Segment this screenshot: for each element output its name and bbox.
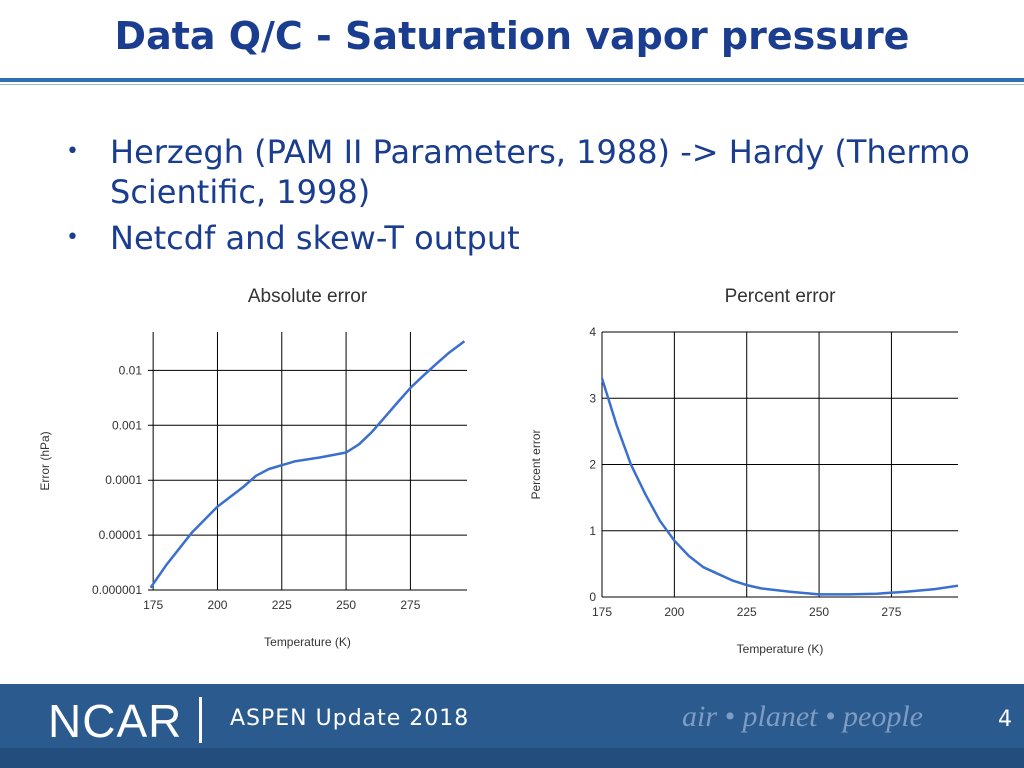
x-tick-label: 200 [207,598,227,612]
x-tick-label: 175 [143,598,163,612]
bullet-item: • Herzegh (PAM II Parameters, 1988) -> Ha… [66,132,1024,212]
y-tick-label: 0.01 [119,363,143,377]
chart-title: Percent error [725,286,837,307]
y-tick-label: 0.0001 [105,473,142,487]
x-tick-label: 225 [737,605,757,619]
absolute-error-chart: Absolute error 175 200 225 250 275 0.000001 0.0… [38,286,467,649]
x-tick-label: 175 [592,605,612,619]
x-axis-label: Temperature (K) [264,635,351,649]
y-tick-label: 2 [589,458,596,472]
bullet-item: • Netcdf and skew-T output [66,218,1024,258]
bullet-text: Netcdf and skew-T output [110,219,520,257]
bullet-text: Herzegh (PAM II Parameters, 1988) -> Har… [110,133,970,211]
y-tick-label: 3 [589,391,596,405]
y-axis-label: Percent error [529,429,543,499]
x-axis-label: Temperature (K) [737,642,824,656]
data-series-line [600,378,959,596]
chart-title: Absolute error [248,286,368,307]
y-tick-label: 0.000001 [92,583,142,597]
event-name: ASPEN Update 2018 [230,706,470,731]
percent-error-chart: Percent error 175 200 225 250 275 0 1 2 3 4 Tempera… [529,286,959,656]
tagline: air • planet • people [682,700,923,733]
y-tick-label: 1 [589,524,596,538]
slide-title: Data Q/C - Saturation vapor pressure [114,14,910,58]
x-tick-label: 250 [809,605,829,619]
bullet-dot-icon: • [66,225,79,250]
x-tick-label: 250 [336,598,356,612]
x-tick-label: 200 [664,605,684,619]
bullet-dot-icon: • [66,139,79,164]
x-tick-label: 275 [881,605,901,619]
y-tick-label: 0.001 [112,418,142,432]
footer-band [0,748,1024,768]
x-tick-label: 225 [272,598,292,612]
bullet-list: • Herzegh (PAM II Parameters, 1988) -> Ha… [66,132,1024,264]
y-tick-label: 0 [589,590,596,604]
footer-separator [199,697,202,743]
title-divider-thin [0,84,1024,85]
y-tick-label: 4 [589,325,596,339]
ncar-logo: NCAR [48,695,183,747]
y-axis-label: Error (hPa) [38,431,52,490]
y-tick-label: 0.00001 [99,528,143,542]
page-number: 4 [998,707,1012,732]
x-tick-label: 275 [400,598,420,612]
data-series-line [149,340,466,589]
title-divider [0,78,1024,82]
